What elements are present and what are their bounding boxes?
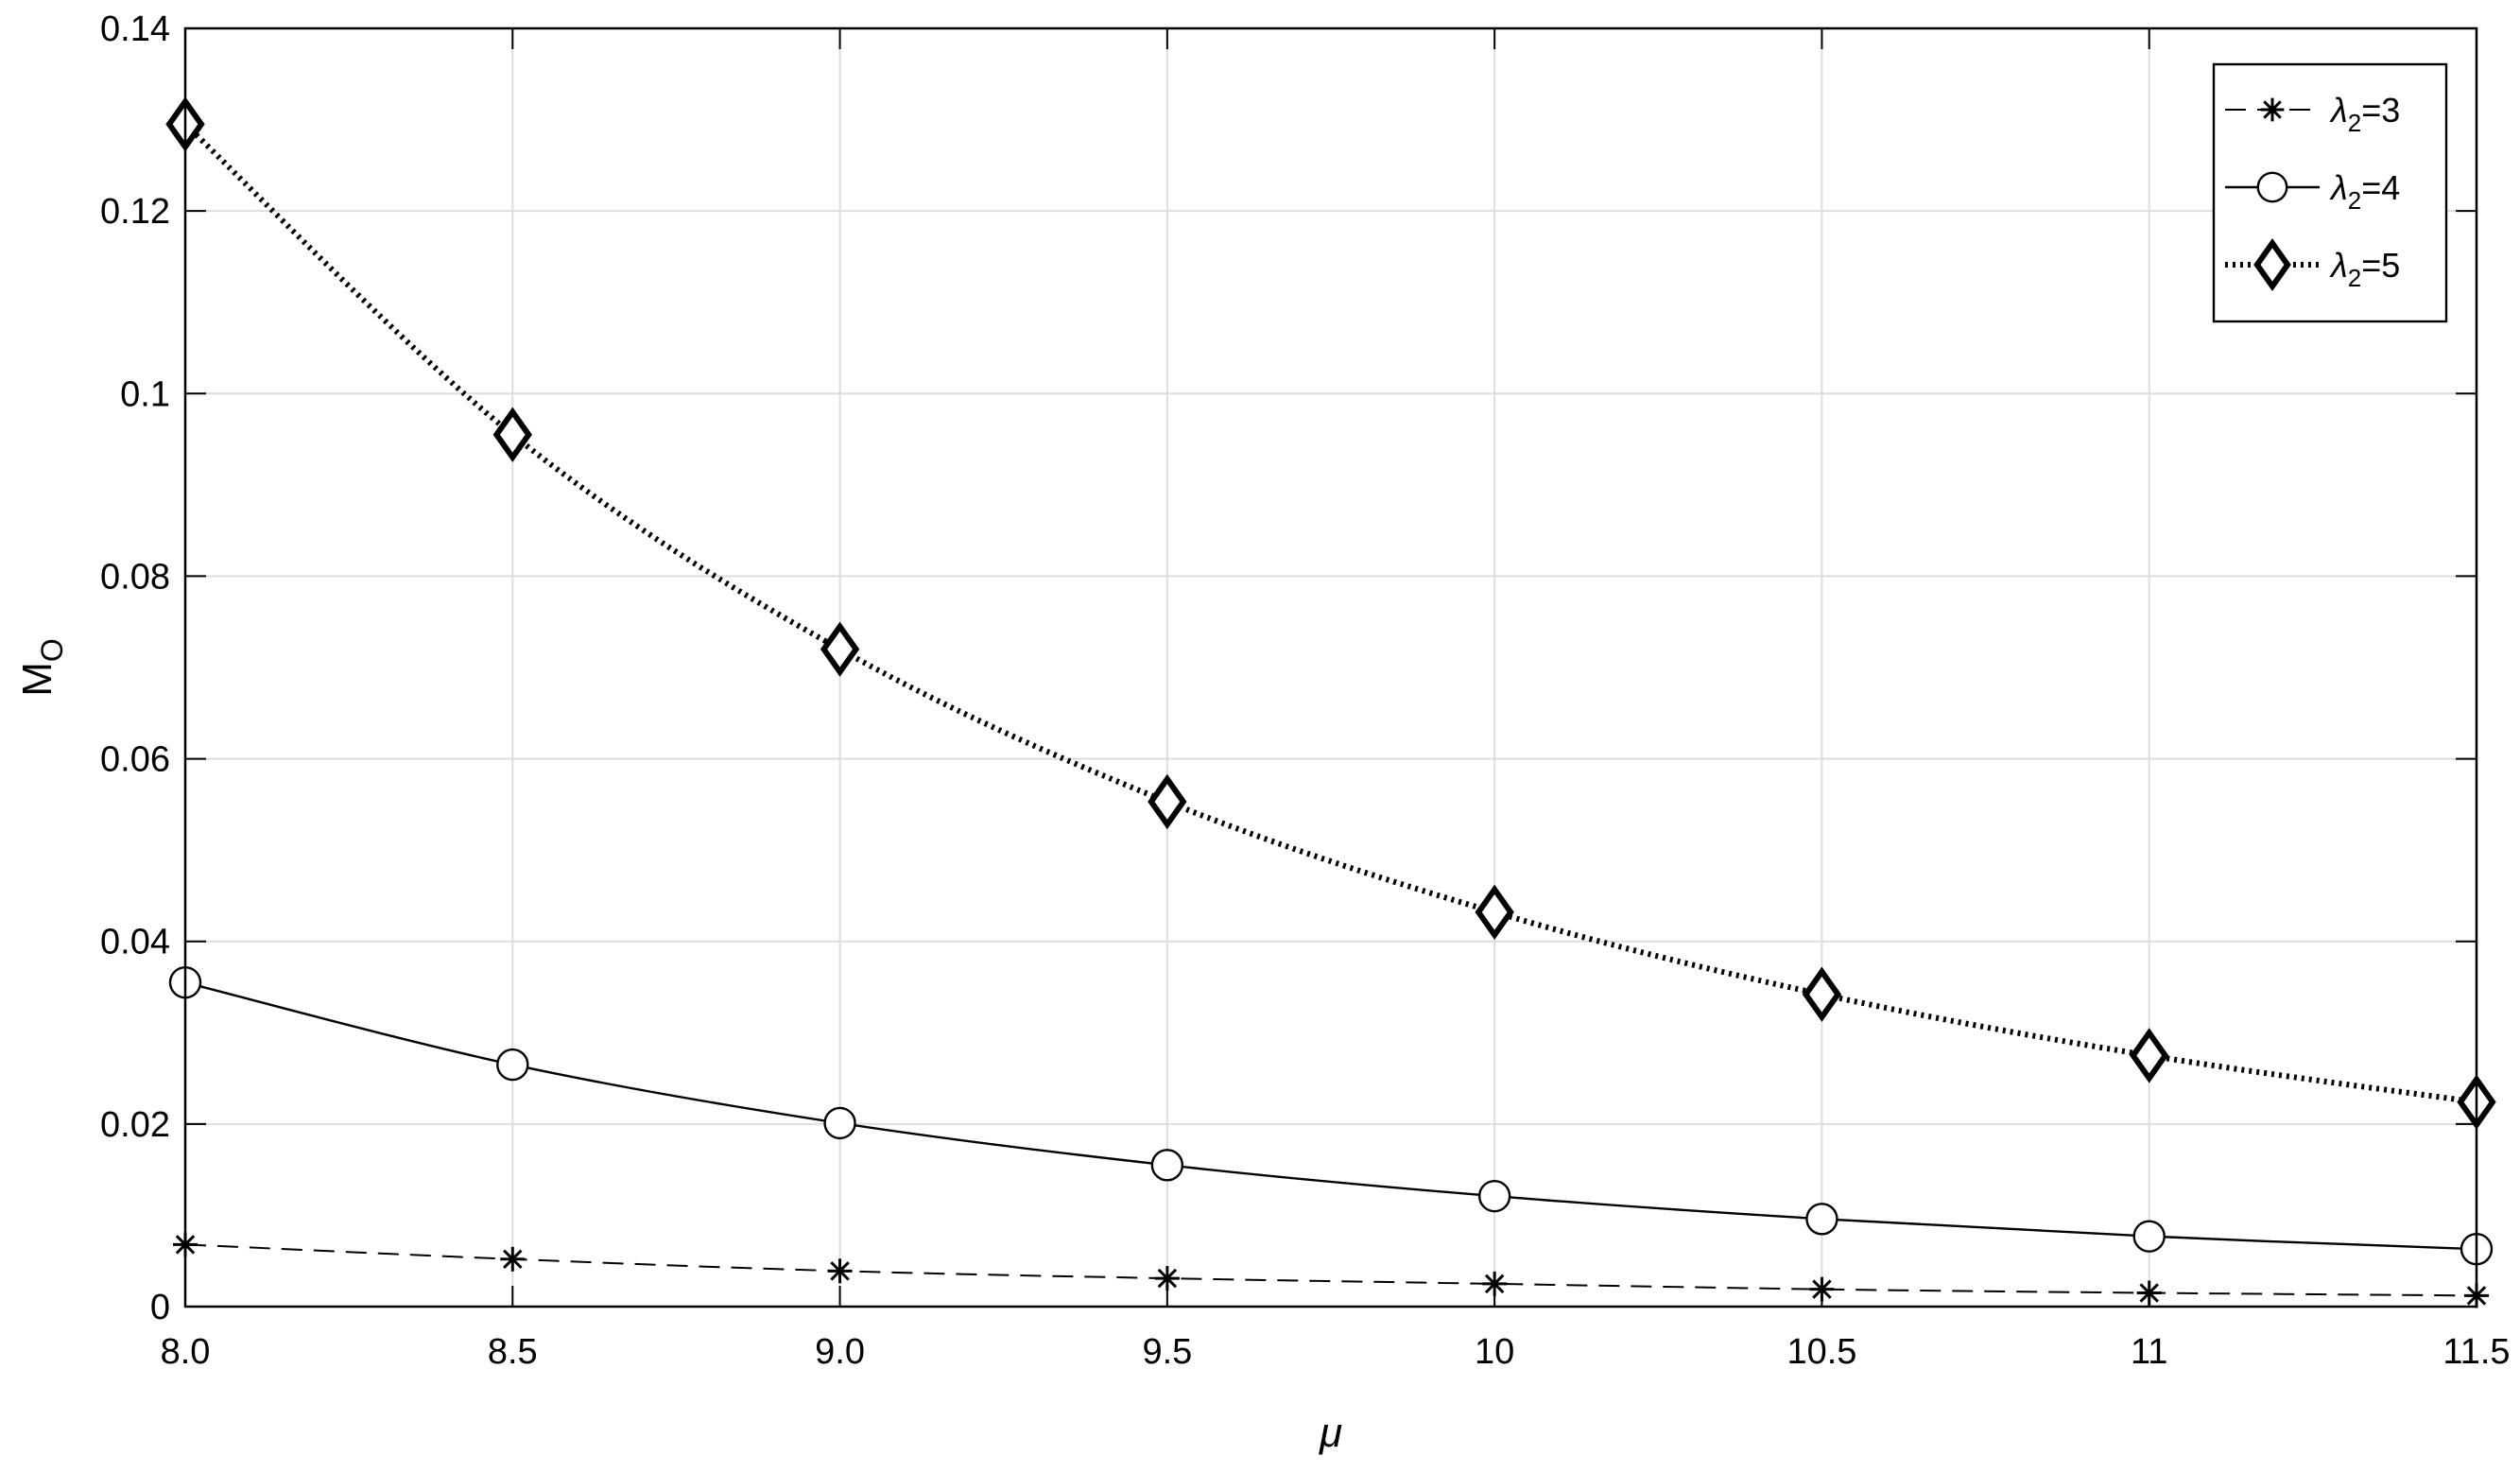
legend: λ2=3λ2=4λ2=5 bbox=[2212, 62, 2448, 323]
legend-label-subscript: 2 bbox=[2348, 186, 2361, 215]
y-axis-title-subscript: O bbox=[35, 638, 69, 662]
diamond-outer bbox=[1475, 884, 1514, 941]
axes: 8.0 8.5 9.0 9.5 10 10.5 11 11.5 0 0.02 0.04 0.06 0.0… bbox=[100, 9, 2511, 1372]
asterisk-marker bbox=[827, 1258, 853, 1284]
plot-frame bbox=[183, 26, 2478, 1308]
legend-label-symbol: λ bbox=[2329, 246, 2348, 285]
diamond-marker bbox=[820, 621, 860, 677]
y-axis-title-main: M bbox=[14, 662, 60, 697]
legend-item: λ2=5 bbox=[2225, 238, 2400, 292]
diamond-marker bbox=[2253, 238, 2291, 291]
y-tick-label: 0.02 bbox=[100, 1105, 170, 1145]
series-line bbox=[184, 1243, 2477, 1297]
legend-label-subscript: 2 bbox=[2348, 109, 2361, 137]
x-tick-label: 8.5 bbox=[488, 1332, 538, 1372]
series-3 bbox=[165, 96, 2496, 1130]
diamond-marker bbox=[1802, 966, 1842, 1022]
x-tick-label: 10 bbox=[1475, 1332, 1514, 1372]
asterisk-stroke bbox=[1484, 1274, 1505, 1294]
asterisk-marker bbox=[500, 1246, 526, 1272]
asterisk-marker bbox=[1482, 1271, 1508, 1296]
diamond-outer bbox=[820, 621, 860, 677]
y-tick-label: 0.1 bbox=[120, 374, 170, 414]
x-tick-label: 9.0 bbox=[815, 1332, 865, 1372]
circle-marker bbox=[1150, 1149, 1184, 1182]
diamond-marker bbox=[1475, 884, 1514, 941]
legend-item: λ2=3 bbox=[2225, 91, 2400, 137]
legend-box bbox=[2212, 62, 2448, 323]
asterisk-marker bbox=[2260, 97, 2285, 122]
asterisk-stroke bbox=[2263, 100, 2282, 119]
legend-label-value: =5 bbox=[2361, 246, 2400, 285]
diamond-outer bbox=[492, 407, 532, 462]
y-tick-label: 0.14 bbox=[100, 9, 170, 49]
circle-marker bbox=[2256, 171, 2288, 203]
x-tick-label: 11 bbox=[2131, 1332, 2167, 1372]
x-tick-label: 11.5 bbox=[2442, 1332, 2510, 1372]
series-layer bbox=[165, 96, 2496, 1308]
y-tick-label: 0.08 bbox=[100, 557, 170, 597]
grid bbox=[184, 27, 2477, 1308]
y-axis-title: MO bbox=[14, 638, 69, 697]
diamond-outer bbox=[1802, 966, 1842, 1022]
circle-marker bbox=[2132, 1220, 2166, 1253]
x-tick-label: 9.5 bbox=[1142, 1332, 1192, 1372]
legend-label: λ2=4 bbox=[2329, 168, 2400, 215]
x-tick-label: 10.5 bbox=[1786, 1332, 1856, 1372]
diamond-outer bbox=[1148, 773, 1187, 830]
asterisk-stroke bbox=[503, 1249, 523, 1270]
legend-label-value: =3 bbox=[2361, 91, 2400, 130]
legend-label-symbol: λ bbox=[2329, 91, 2348, 130]
legend-item: λ2=4 bbox=[2225, 168, 2400, 215]
legend-label-subscript: 2 bbox=[2348, 264, 2361, 292]
y-tick-label: 0.06 bbox=[100, 740, 170, 780]
legend-label-symbol: λ bbox=[2329, 168, 2348, 207]
asterisk-stroke bbox=[830, 1261, 850, 1281]
plot-background bbox=[185, 28, 2477, 1307]
diamond-marker bbox=[2130, 1028, 2169, 1083]
circle-marker bbox=[1805, 1203, 1838, 1236]
legend-label-value: =4 bbox=[2361, 168, 2400, 207]
diamond-outer bbox=[2130, 1028, 2169, 1083]
series-line bbox=[182, 122, 2477, 1105]
series-line bbox=[184, 981, 2477, 1251]
diamond-marker bbox=[492, 407, 532, 462]
diamond-marker bbox=[1148, 773, 1187, 830]
asterisk-stroke bbox=[1157, 1268, 1178, 1289]
circle-marker bbox=[1477, 1179, 1511, 1213]
x-axis-title: μ bbox=[1319, 1410, 1342, 1456]
y-tick-label: 0 bbox=[150, 1288, 170, 1327]
legend-label: λ2=3 bbox=[2329, 91, 2400, 137]
y-tick-label: 0.12 bbox=[100, 192, 170, 232]
diamond-outer bbox=[2253, 238, 2291, 291]
legend-label: λ2=5 bbox=[2329, 246, 2400, 292]
circle-marker bbox=[496, 1048, 529, 1082]
y-tick-label: 0.04 bbox=[100, 923, 170, 962]
circle-marker bbox=[823, 1106, 856, 1140]
x-tick-label: 8.0 bbox=[161, 1332, 211, 1372]
